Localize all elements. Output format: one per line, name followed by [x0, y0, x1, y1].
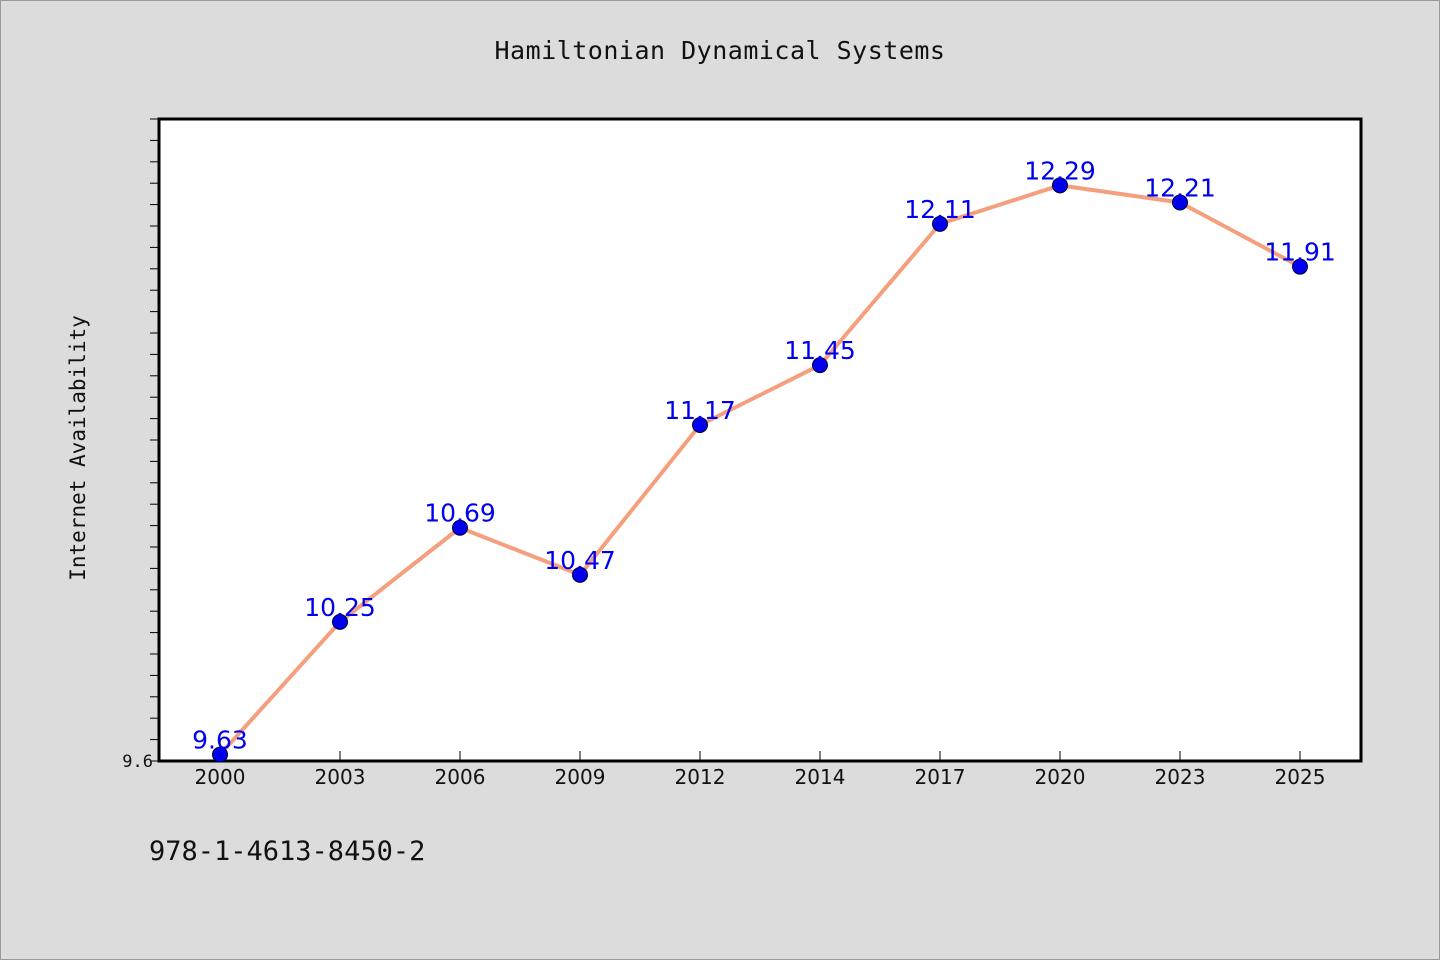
x-tick-label: 2009	[555, 765, 606, 789]
y-tick-label: 9.6	[122, 752, 153, 772]
x-tick-label: 2003	[315, 765, 366, 789]
data-point	[1172, 194, 1188, 211]
data-label: 11.17	[664, 396, 736, 425]
x-tick-label: 2006	[435, 765, 486, 789]
data-label: 10.47	[544, 546, 616, 575]
y-axis-ticks: 9.6	[122, 118, 159, 772]
x-tick-label: 2025	[1275, 765, 1326, 789]
isbn-text: 978-1-4613-8450-2	[149, 836, 426, 867]
x-tick-label: 2012	[675, 765, 726, 789]
data-label: 12.29	[1024, 156, 1096, 185]
data-label: 11.91	[1264, 238, 1336, 267]
data-point	[692, 417, 708, 434]
data-point	[212, 746, 228, 763]
data-point	[452, 519, 468, 536]
data-label: 12.11	[904, 195, 976, 224]
data-label: 11.45	[784, 336, 856, 365]
x-axis-ticks: 2000 2003 2006 2009 2012 2014 2017 2020 2023 2025	[195, 751, 1326, 789]
x-tick-label: 2014	[795, 765, 846, 789]
data-point	[1292, 258, 1308, 275]
x-tick-label: 2000	[195, 765, 246, 789]
data-label: 9.63	[192, 726, 248, 755]
chart-title: Hamiltonian Dynamical Systems	[494, 36, 946, 65]
data-point	[332, 613, 348, 630]
series-line	[218, 183, 1302, 757]
series-group	[212, 177, 1308, 763]
data-point	[932, 215, 948, 232]
x-tick-label: 2017	[915, 765, 966, 789]
data-point	[1052, 177, 1068, 194]
data-label: 10.25	[304, 593, 376, 622]
data-label: 12.21	[1144, 173, 1216, 202]
plot-area	[157, 117, 1363, 763]
x-tick-label: 2023	[1155, 765, 1206, 789]
data-point	[812, 357, 828, 374]
data-labels-group: 9.63 10.25 10.69 10.47 11.17 11.45 12.11 12.29 1…	[192, 156, 1336, 754]
data-point	[572, 566, 588, 583]
x-tick-label: 2020	[1035, 765, 1086, 789]
data-label: 10.69	[424, 499, 496, 528]
